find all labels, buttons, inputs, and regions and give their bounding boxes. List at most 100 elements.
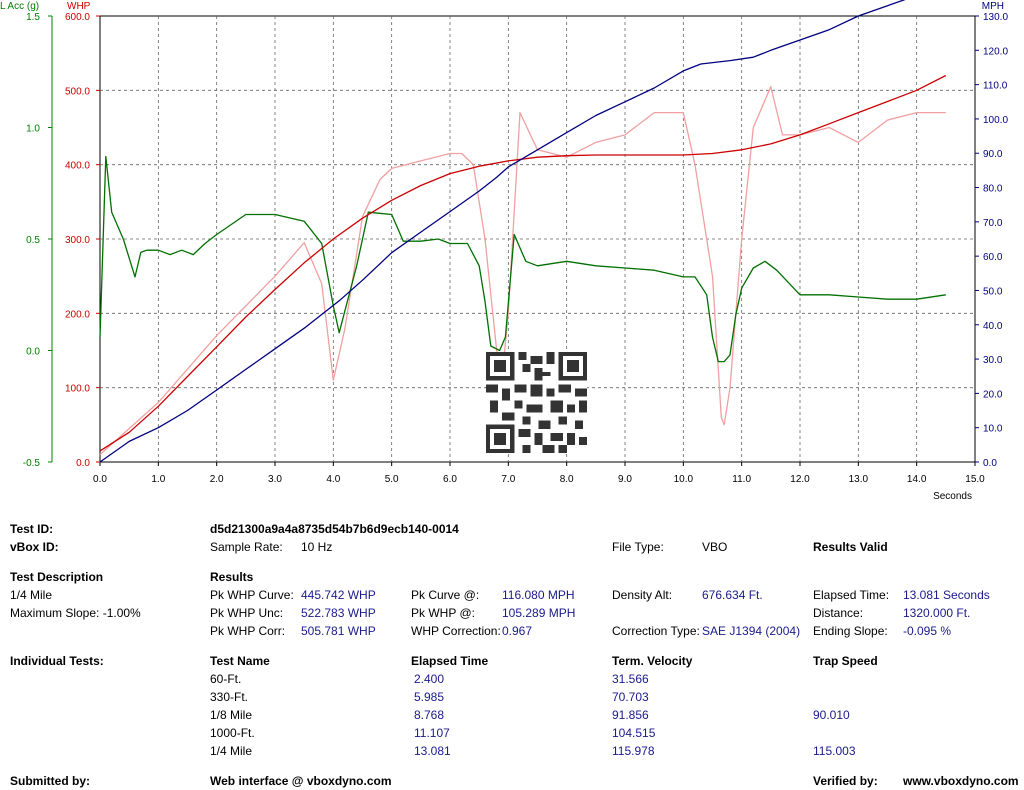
test-trap-cell: 90.010 [813,708,850,722]
mph-tick-label: 110.0 [983,81,1008,92]
verified-by-value: www.vboxdyno.com [903,774,1019,788]
pk-whp-at-value: 105.289 MPH [502,606,576,620]
test-name-cell: 1/4 Mile [210,744,253,758]
whp-tick-label: 500.0 [65,86,90,97]
submitted-by-label: Submitted by: [10,774,90,788]
series-line-mph-0 [99,0,906,463]
x-tick-label: 7.0 [501,474,515,485]
sample-rate-label: Sample Rate: [210,540,283,554]
whp-tick-label: 300.0 [65,235,90,246]
lacc-tick-label: 0.5 [26,235,40,246]
mph-tick-label: 120.0 [983,46,1008,57]
whp-correction-label: WHP Correction: [411,624,501,638]
distance-label: Distance: [813,606,864,620]
whp-tick-label: 100.0 [65,384,90,395]
density-alt-value: 676.634 Ft. [702,588,763,602]
lacc-tick-label: -0.5 [23,458,41,469]
test-description-line-2: Maximum Slope: -1.00% [10,606,141,620]
mph-axis-title: MPH [982,1,1004,12]
results-valid: Results Valid [813,540,888,554]
test-velocity-cell: 104.515 [612,726,656,740]
pk-whp-at-label: Pk WHP @: [411,606,475,620]
test-trap-cell: 115.003 [813,744,856,758]
whp-tick-label: 200.0 [65,309,90,320]
test-elapsed-cell: 11.107 [414,726,450,740]
test-elapsed-cell: 8.768 [414,708,445,722]
mph-tick-label: 10.0 [983,424,1003,435]
x-tick-label: 4.0 [326,474,340,485]
mph-tick-label: 80.0 [983,184,1003,195]
file-type-label: File Type: [612,540,664,554]
whp-tick-label: 0.0 [76,458,90,469]
x-tick-label: 3.0 [268,474,282,485]
pk-whp-curve-label: Pk WHP Curve: [210,588,294,602]
pk-whp-corr-value: 505.781 WHP [301,624,376,638]
submitted-by-value: Web interface @ vboxdyno.com [210,774,392,788]
test-id-value: d5d21300a9a4a8735d54b7b6d9ecb140-0014 [210,522,459,536]
mph-tick-label: 40.0 [983,321,1003,332]
results-label: Results [210,570,254,584]
series-line-lacc-3 [99,155,946,363]
verified-by-label: Verified by: [813,774,878,788]
lacc-tick-label: 1.5 [26,12,40,23]
x-tick-label: 5.0 [385,474,399,485]
mph-tick-label: 0.0 [983,458,997,469]
col-elapsed-time: Elapsed Time [411,654,489,668]
test-velocity-cell: 70.703 [612,690,649,704]
whp-correction-value: 0.967 [502,624,533,638]
x-tick-label: 13.0 [849,474,869,485]
mph-tick-label: 60.0 [983,252,1003,263]
mph-tick-label: 30.0 [983,355,1003,366]
test-elapsed-cell: 2.400 [414,672,445,686]
whp-axis-title: WHP [67,1,91,12]
col-trap-speed: Trap Speed [813,654,878,668]
test-name-cell: 1000-Ft. [210,726,255,740]
test-velocity-cell: 91.856 [612,708,649,722]
x-tick-label: 1.0 [151,474,165,485]
lacc-tick-label: 0.0 [26,347,40,358]
sample-rate-value: 10 Hz [301,540,333,554]
x-tick-label: 8.0 [560,474,574,485]
elapsed-time-label: Elapsed Time: [813,588,890,602]
test-name-cell: 1/8 Mile [210,708,253,722]
col-term-velocity: Term. Velocity [612,654,693,668]
x-tick-label: 6.0 [443,474,457,485]
x-tick-label: 11.0 [732,474,751,485]
test-id-label: Test ID: [10,522,54,536]
vbox-id-label: vBox ID: [10,540,59,554]
pk-curve-at-label: Pk Curve @: [411,588,480,602]
mph-tick-label: 100.0 [983,115,1008,126]
pk-curve-at-value: 116.080 MPH [502,588,575,602]
elapsed-time-value: 13.081 Seconds [903,588,990,602]
test-velocity-cell: 31.566 [612,672,649,686]
test-description-line-1: 1/4 Mile [10,588,53,602]
whp-tick-label: 400.0 [65,161,90,172]
mph-tick-label: 20.0 [983,389,1003,400]
correction-type-label: Correction Type: [612,624,700,638]
pk-whp-unc-label: Pk WHP Unc: [210,606,284,620]
mph-tick-label: 130.0 [983,12,1008,23]
pk-whp-curve-value: 445.742 WHP [301,588,376,602]
test-velocity-cell: 115.978 [612,744,655,758]
test-name-cell: 60-Ft. [210,672,242,686]
file-type-value: VBO [702,540,728,554]
mph-tick-label: 90.0 [983,149,1003,160]
x-tick-label: 9.0 [618,474,632,485]
pk-whp-corr-label: Pk WHP Corr: [210,624,286,638]
lacc-tick-label: 1.0 [26,124,40,135]
x-tick-label: 2.0 [210,474,224,485]
distance-value: 1320.000 Ft. [903,606,971,620]
pk-whp-unc-value: 522.783 WHP [301,606,376,620]
test-elapsed-cell: 13.081 [414,744,451,758]
col-test-name: Test Name [210,654,270,668]
x-tick-label: 0.0 [93,474,107,485]
x-axis-title: Seconds [933,491,972,502]
x-tick-label: 12.0 [790,474,810,485]
x-tick-label: 15.0 [965,474,985,485]
test-description-label: Test Description [10,570,104,584]
ending-slope-value: -0.095 % [903,624,952,638]
density-alt-label: Density Alt: [612,588,673,602]
lacc-axis-title: L Acc (g) [0,1,39,12]
test-name-cell: 330-Ft. [210,690,249,704]
individual-tests-label: Individual Tests: [10,654,104,668]
